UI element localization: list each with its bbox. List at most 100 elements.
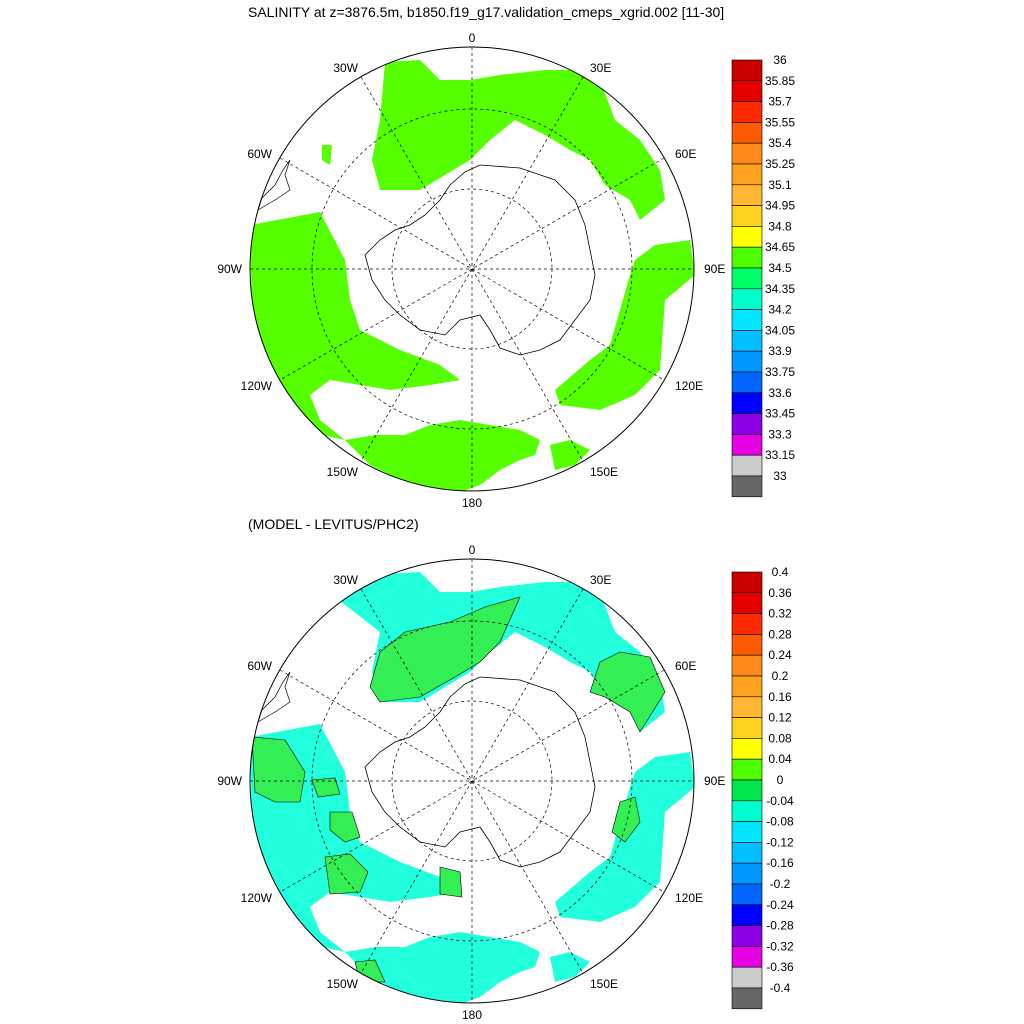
colorbar-label: -0.08 bbox=[766, 815, 794, 829]
colorbar-swatch bbox=[731, 904, 763, 926]
colorbar-label: 0.28 bbox=[768, 627, 792, 641]
antarctica-coastline bbox=[364, 164, 596, 356]
colorbar-swatch bbox=[731, 288, 763, 310]
colorbar-label: 35.4 bbox=[768, 136, 792, 150]
lon-label-60e: 60E bbox=[675, 659, 696, 673]
colorbar-swatch bbox=[731, 163, 763, 186]
colorbar-label: 33.15 bbox=[765, 448, 795, 462]
colorbar-label: -0.16 bbox=[766, 856, 794, 870]
colorbar-swatch bbox=[731, 350, 763, 373]
colorbar-swatch bbox=[731, 758, 763, 781]
colorbar-swatch bbox=[731, 946, 763, 968]
lon-label-90w: 90W bbox=[217, 774, 242, 788]
colorbar-swatch bbox=[731, 205, 763, 227]
colorbar-label: 0.24 bbox=[768, 648, 792, 662]
colorbar-swatch bbox=[731, 613, 763, 635]
colorbar-label: 33.3 bbox=[768, 427, 792, 441]
lon-label-0: 0 bbox=[469, 31, 476, 45]
colorbar-label: 0.2 bbox=[772, 669, 789, 683]
south-america-tip bbox=[257, 159, 291, 211]
lon-label-120w: 120W bbox=[241, 891, 273, 905]
colorbar-swatch bbox=[731, 592, 763, 614]
salinity-field-south bbox=[345, 420, 540, 491]
lon-label-0: 0 bbox=[469, 543, 476, 557]
colorbar: 0.4 0.36 0.32 0.28 0.24 0.2 0.16 0.12 0.08 0.04 0 -… bbox=[731, 565, 794, 1010]
lon-label-120e: 120E bbox=[675, 891, 703, 905]
diff-positive-north bbox=[369, 596, 521, 703]
diff-positive-southwest bbox=[324, 853, 369, 895]
colorbar-swatch bbox=[731, 987, 763, 1010]
colorbar-swatch bbox=[731, 392, 763, 414]
lon-label-180: 180 bbox=[462, 496, 482, 510]
colorbar-swatch bbox=[731, 226, 763, 248]
colorbar-swatch bbox=[731, 654, 763, 677]
lon-label-30e: 30E bbox=[590, 61, 611, 75]
lon-label-30w: 30W bbox=[333, 573, 358, 587]
diff-positive-south-lr bbox=[439, 866, 463, 898]
salinity-field-nw bbox=[322, 145, 332, 165]
lon-label-90e: 90E bbox=[704, 262, 725, 276]
lon-label-60e: 60E bbox=[675, 147, 696, 161]
diff-positive-ne bbox=[589, 651, 666, 733]
lon-labels: 0 180 90W 90E 30W 30E 60W 60E 120W 120E … bbox=[217, 543, 725, 1022]
lon-label-180: 180 bbox=[462, 1008, 482, 1022]
colorbar-swatch bbox=[731, 717, 763, 739]
colorbar-label: -0.04 bbox=[766, 794, 794, 808]
diff-positive-west3 bbox=[311, 777, 341, 798]
colorbar-swatch bbox=[731, 101, 763, 123]
colorbar-swatch bbox=[731, 246, 763, 269]
colorbar-swatch bbox=[731, 634, 763, 656]
lon-label-90w: 90W bbox=[217, 262, 242, 276]
diff-positive-east bbox=[611, 796, 641, 843]
colorbar-label: 35.25 bbox=[765, 157, 795, 171]
colorbar-label: 34.05 bbox=[765, 323, 795, 337]
colorbar-label: 0 bbox=[777, 773, 784, 787]
colorbar-swatch bbox=[731, 59, 763, 82]
diff-field-south bbox=[345, 932, 540, 1003]
colorbar-swatch bbox=[731, 122, 763, 144]
colorbar-swatch bbox=[731, 821, 763, 843]
colorbar-swatch bbox=[731, 454, 763, 477]
lon-labels: 0 180 90W 90E 30W 30E 60W 60E 120W 120E … bbox=[217, 31, 725, 510]
polar-map: 0 180 90W 90E 30W 30E 60W 60E 120W 120E … bbox=[217, 543, 794, 1022]
colorbar-swatch bbox=[731, 267, 763, 290]
lon-label-60w: 60W bbox=[247, 659, 272, 673]
lon-label-150e: 150E bbox=[590, 977, 618, 991]
colorbar-swatch bbox=[731, 779, 763, 802]
salinity-panel: SALINITY at z=3876.5m, b1850.f19_g17.val… bbox=[217, 4, 795, 510]
colorbar-swatch bbox=[731, 434, 763, 456]
map-boundary bbox=[249, 558, 695, 1004]
colorbar-label: 0.08 bbox=[768, 731, 792, 745]
colorbar-label: -0.36 bbox=[766, 960, 794, 974]
colorbar-label: 0.36 bbox=[768, 586, 792, 600]
lon-label-150e: 150E bbox=[590, 465, 618, 479]
colorbar-label: 35.85 bbox=[765, 74, 795, 88]
salinity-field-north bbox=[372, 60, 665, 220]
colorbar-label: -0.4 bbox=[770, 981, 791, 995]
colorbar-swatch bbox=[731, 475, 763, 498]
colorbar-label: -0.12 bbox=[766, 835, 794, 849]
colorbar-swatch bbox=[731, 330, 763, 352]
salinity-field-se bbox=[550, 440, 590, 470]
colorbar-label: 35.55 bbox=[765, 115, 795, 129]
colorbar-label: 34.65 bbox=[765, 240, 795, 254]
colorbar-label: 35.1 bbox=[768, 178, 792, 192]
lon-label-60w: 60W bbox=[247, 147, 272, 161]
colorbar-swatch bbox=[731, 738, 763, 760]
diff-field-se bbox=[550, 952, 590, 982]
colorbar-swatch bbox=[731, 309, 763, 331]
lon-label-90e: 90E bbox=[704, 774, 725, 788]
colorbar-swatch bbox=[731, 883, 763, 906]
lon-label-30e: 30E bbox=[590, 573, 611, 587]
colorbar-swatch bbox=[731, 966, 763, 989]
colorbar-label: 34.5 bbox=[768, 261, 792, 275]
diff-positive-west bbox=[251, 736, 306, 803]
lon-label-120w: 120W bbox=[241, 379, 273, 393]
lon-label-120e: 120E bbox=[675, 379, 703, 393]
colorbar-swatch bbox=[731, 696, 763, 718]
colorbar-swatch bbox=[731, 800, 763, 822]
colorbar-swatch bbox=[731, 184, 763, 206]
colorbar-label: 34.2 bbox=[768, 303, 792, 317]
colorbar-label: 33 bbox=[773, 469, 787, 483]
colorbar-swatch bbox=[731, 675, 763, 698]
